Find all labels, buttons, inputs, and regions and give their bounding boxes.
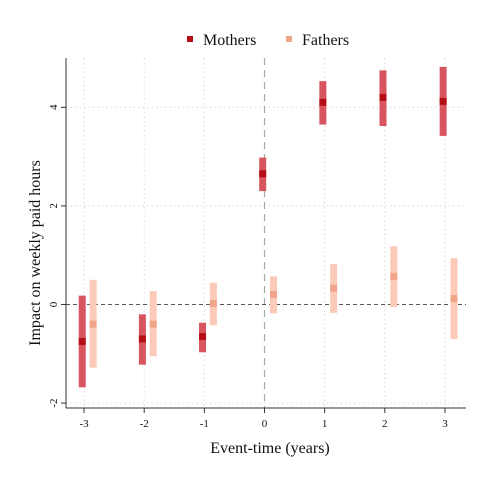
- x-tick-label: 3: [442, 418, 448, 430]
- point-mothers: [319, 98, 327, 106]
- legend-swatch-fathers: [286, 36, 292, 42]
- point-mothers: [199, 333, 207, 341]
- point-mothers: [379, 93, 387, 101]
- y-axis-label: Impact on weekly paid hours: [27, 160, 44, 346]
- legend: Mothers Fathers: [187, 32, 349, 49]
- point-estimates: [78, 93, 458, 345]
- x-tick-label: -3: [79, 418, 89, 430]
- point-fathers: [390, 272, 398, 280]
- legend-swatch-mothers: [187, 36, 193, 42]
- point-fathers: [330, 284, 338, 292]
- x-tick-label: -1: [200, 418, 209, 430]
- point-fathers: [270, 291, 278, 299]
- x-tick-label: 1: [322, 418, 328, 430]
- point-mothers: [138, 335, 146, 343]
- axes: -2 0 2 4 -3 -2 -1 0 1 2 3: [48, 58, 466, 430]
- ci-bars: [78, 66, 458, 388]
- y-tick-label: -2: [48, 398, 60, 407]
- point-fathers: [450, 295, 458, 303]
- reference-lines: [66, 58, 466, 408]
- point-mothers: [439, 97, 447, 105]
- x-tick-label: 0: [262, 418, 268, 430]
- grid-lines: [66, 58, 466, 408]
- y-tick-label: 4: [48, 104, 60, 110]
- legend-label-fathers: Fathers: [302, 32, 349, 49]
- point-fathers: [89, 320, 97, 328]
- point-fathers: [149, 320, 157, 328]
- y-tick-label: 2: [48, 203, 60, 209]
- y-tick-label: 0: [48, 301, 60, 307]
- x-tick-label: 2: [382, 418, 388, 430]
- point-mothers: [259, 170, 267, 178]
- x-tick-label: -2: [140, 418, 149, 430]
- x-axis-label: Event-time (years): [210, 440, 330, 457]
- point-mothers: [78, 337, 86, 345]
- legend-label-mothers: Mothers: [203, 32, 256, 49]
- point-fathers: [209, 299, 217, 307]
